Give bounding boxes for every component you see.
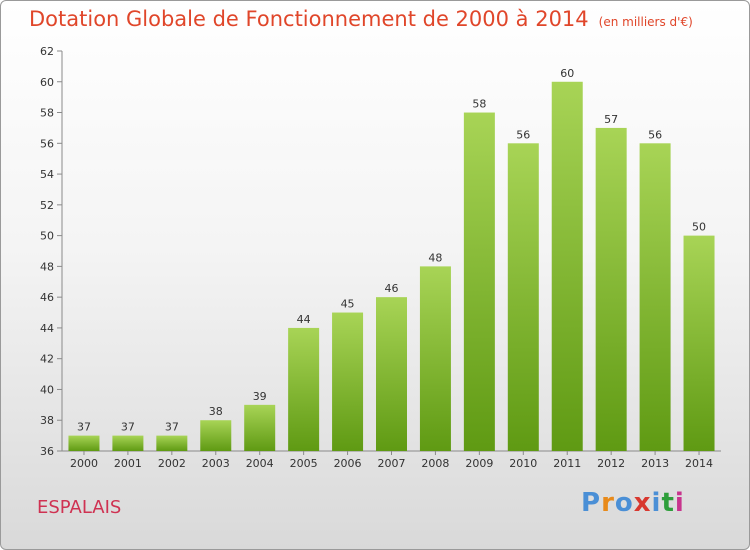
- logo-letter: x: [633, 488, 652, 518]
- logo-letter: i: [674, 488, 685, 518]
- proxiti-logo: Proxiti: [581, 488, 685, 518]
- x-tick-label: 2002: [158, 457, 186, 470]
- logo-letter: t: [661, 488, 675, 518]
- x-tick-label: 2005: [290, 457, 318, 470]
- bar-2006: [332, 312, 364, 451]
- x-tick-label: 2004: [246, 457, 274, 470]
- y-tick-label: 48: [40, 260, 54, 273]
- bar-2005: [288, 327, 320, 451]
- x-tick-label: 2011: [553, 457, 581, 470]
- logo-letter: r: [601, 488, 615, 518]
- x-tick-label: 2001: [114, 457, 142, 470]
- data-label: 37: [165, 421, 179, 434]
- x-tick-label: 2003: [202, 457, 230, 470]
- y-tick-label: 42: [40, 353, 54, 366]
- data-label: 46: [385, 282, 399, 295]
- bar-2012: [595, 127, 627, 451]
- x-tick-label: 2000: [70, 457, 98, 470]
- bar-2010: [507, 143, 539, 452]
- x-tick-label: 2012: [597, 457, 625, 470]
- data-label: 56: [648, 128, 662, 141]
- data-label: 39: [253, 390, 267, 403]
- bar-2008: [419, 266, 451, 451]
- y-tick-label: 46: [40, 291, 54, 304]
- logo-letter: i: [651, 488, 662, 518]
- data-label: 48: [428, 251, 442, 264]
- data-label: 44: [297, 313, 311, 326]
- bar-2004: [244, 404, 276, 451]
- data-label: 50: [692, 221, 706, 234]
- y-tick-label: 50: [40, 230, 54, 243]
- bar-2011: [551, 81, 583, 452]
- bar-2000: [68, 435, 100, 451]
- commune-name: ESPALAIS: [37, 497, 122, 518]
- bar-2001: [112, 435, 144, 451]
- y-tick-label: 38: [40, 414, 54, 427]
- data-label: 60: [560, 67, 574, 80]
- y-tick-label: 52: [40, 199, 54, 212]
- data-label: 57: [604, 113, 618, 126]
- x-tick-label: 2006: [334, 457, 362, 470]
- x-tick-label: 2007: [378, 457, 406, 470]
- y-tick-label: 36: [40, 445, 54, 458]
- bar-2009: [463, 112, 495, 452]
- data-label: 45: [341, 298, 355, 311]
- y-tick-label: 40: [40, 383, 54, 396]
- bar-2003: [200, 420, 232, 451]
- bar-2002: [156, 435, 188, 451]
- logo-letter: o: [614, 488, 634, 518]
- data-label: 56: [516, 128, 530, 141]
- y-tick-label: 54: [40, 168, 54, 181]
- data-label: 37: [121, 421, 135, 434]
- data-label: 58: [472, 98, 486, 111]
- x-tick-label: 2009: [465, 457, 493, 470]
- y-tick-label: 60: [40, 76, 54, 89]
- x-tick-label: 2010: [509, 457, 537, 470]
- bar-2014: [683, 235, 715, 451]
- x-tick-label: 2013: [641, 457, 669, 470]
- y-tick-label: 56: [40, 137, 54, 150]
- bar-2007: [376, 297, 407, 451]
- y-tick-label: 58: [40, 107, 54, 120]
- y-tick-label: 44: [40, 322, 54, 335]
- data-label: 38: [209, 405, 223, 418]
- x-tick-label: 2014: [685, 457, 713, 470]
- chart-title-text: Dotation Globale de Fonctionnement de 20…: [29, 7, 589, 31]
- bar-2013: [639, 143, 671, 452]
- data-label: 37: [77, 421, 91, 434]
- y-tick-label: 62: [40, 45, 54, 58]
- x-tick-label: 2008: [421, 457, 449, 470]
- chart-title: Dotation Globale de Fonctionnement de 20…: [29, 7, 693, 31]
- chart-unit-label: (en milliers d'€): [598, 15, 693, 29]
- logo-letter: P: [581, 488, 602, 518]
